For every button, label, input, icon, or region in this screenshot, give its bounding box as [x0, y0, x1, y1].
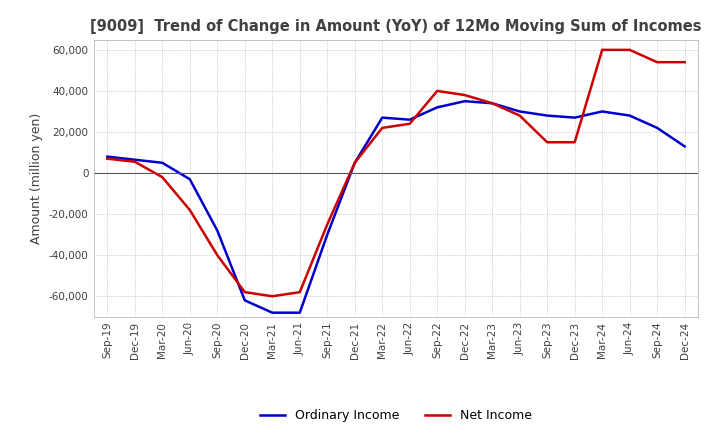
Legend: Ordinary Income, Net Income: Ordinary Income, Net Income	[256, 404, 536, 427]
Net Income	[488, 101, 497, 106]
Ordinary Income	[323, 232, 332, 237]
Ordinary Income	[653, 125, 662, 131]
Net Income	[323, 222, 332, 227]
Net Income	[158, 175, 166, 180]
Net Income	[653, 59, 662, 65]
Ordinary Income	[680, 144, 689, 149]
Ordinary Income	[626, 113, 634, 118]
Ordinary Income	[516, 109, 524, 114]
Line: Net Income: Net Income	[107, 50, 685, 296]
Net Income	[103, 156, 112, 161]
Net Income	[186, 207, 194, 213]
Ordinary Income	[405, 117, 414, 122]
Net Income	[433, 88, 441, 94]
Ordinary Income	[103, 154, 112, 159]
Ordinary Income	[570, 115, 579, 120]
Net Income	[543, 139, 552, 145]
Net Income	[378, 125, 387, 131]
Ordinary Income	[598, 109, 606, 114]
Net Income	[570, 139, 579, 145]
Net Income	[268, 293, 276, 299]
Ordinary Income	[433, 105, 441, 110]
Net Income	[405, 121, 414, 126]
Net Income	[598, 47, 606, 52]
Ordinary Income	[460, 99, 469, 104]
Title: [9009]  Trend of Change in Amount (YoY) of 12Mo Moving Sum of Incomes: [9009] Trend of Change in Amount (YoY) o…	[90, 19, 702, 34]
Net Income	[295, 290, 304, 295]
Ordinary Income	[158, 160, 166, 165]
Ordinary Income	[295, 310, 304, 315]
Ordinary Income	[186, 176, 194, 182]
Net Income	[626, 47, 634, 52]
Ordinary Income	[240, 298, 249, 303]
Net Income	[516, 113, 524, 118]
Net Income	[213, 253, 222, 258]
Ordinary Income	[268, 310, 276, 315]
Ordinary Income	[351, 160, 359, 165]
Line: Ordinary Income: Ordinary Income	[107, 101, 685, 313]
Ordinary Income	[213, 228, 222, 233]
Net Income	[351, 160, 359, 165]
Ordinary Income	[488, 101, 497, 106]
Net Income	[240, 290, 249, 295]
Ordinary Income	[543, 113, 552, 118]
Y-axis label: Amount (million yen): Amount (million yen)	[30, 113, 43, 244]
Net Income	[680, 59, 689, 65]
Net Income	[130, 159, 139, 165]
Ordinary Income	[378, 115, 387, 120]
Ordinary Income	[130, 157, 139, 162]
Net Income	[460, 92, 469, 98]
